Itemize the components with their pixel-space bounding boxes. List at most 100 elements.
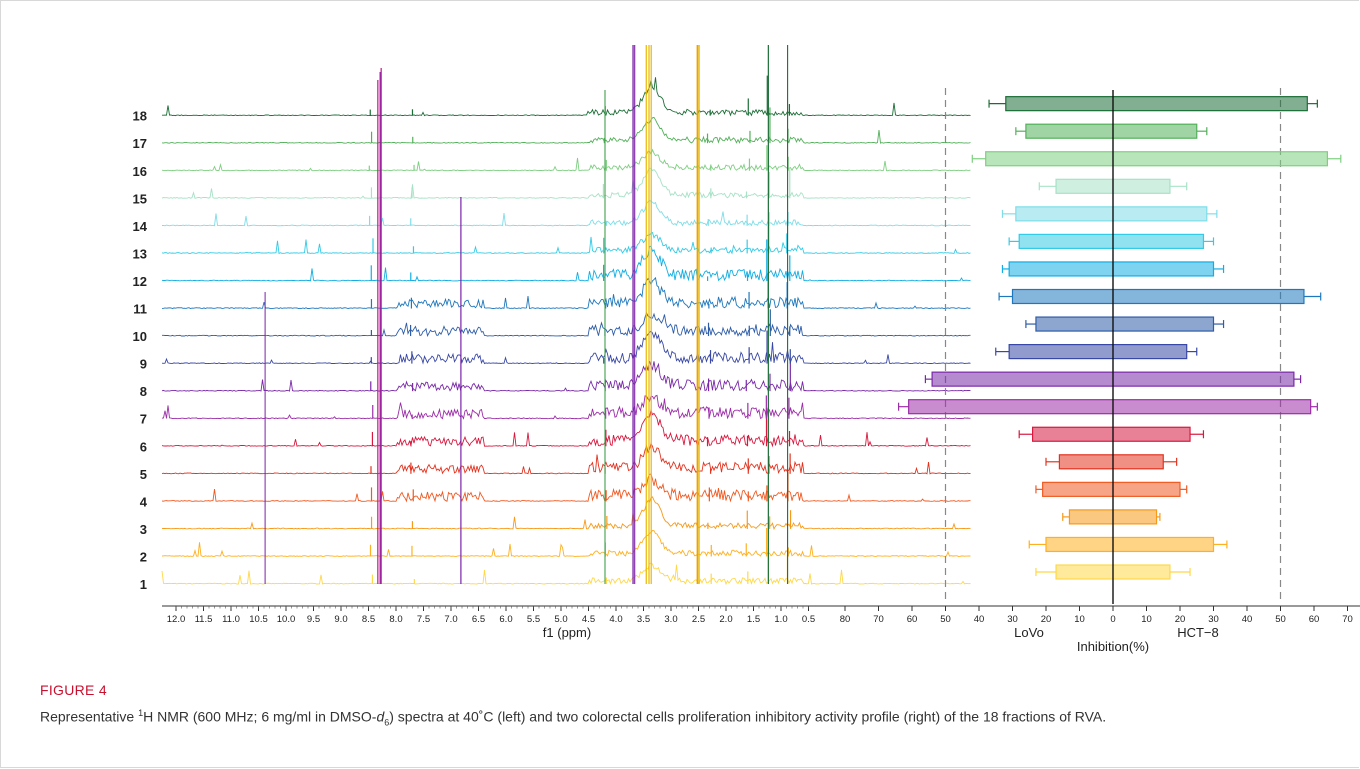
ppm-tick-label: 4.0 — [609, 614, 622, 625]
caption-sup: 1 — [138, 708, 144, 718]
row-label: 1 — [140, 577, 147, 592]
inhibition-tick-label: 50 — [940, 614, 951, 625]
ppm-tick-label: 9.5 — [307, 614, 320, 625]
inhibition-tick-label: 40 — [974, 614, 985, 625]
row-label: 14 — [133, 219, 148, 234]
ppm-tick-label: 5.5 — [527, 614, 540, 625]
inhibition-bar — [1018, 233, 1205, 249]
inhibition-bar — [1042, 481, 1181, 497]
inhibition-bar — [1005, 96, 1308, 112]
ppm-tick-label: 5.0 — [554, 614, 567, 625]
nmr-trace — [162, 77, 971, 117]
ppm-tick-label: 9.0 — [334, 614, 347, 625]
nmr-trace — [161, 496, 971, 530]
lovo-label: LoVo — [1014, 625, 1044, 640]
ppm-tick-label: 8.0 — [389, 614, 402, 625]
inhibition-tick-label: 70 — [1342, 614, 1353, 625]
row-label: 2 — [140, 549, 147, 564]
row-label: 17 — [133, 136, 147, 151]
inhibition-bar — [985, 151, 1329, 167]
nmr-trace — [161, 330, 971, 365]
ppm-tick-label: 0.5 — [802, 614, 815, 625]
nmr-trace — [161, 360, 971, 393]
ppm-tick-label: 6.0 — [499, 614, 512, 625]
nmr-trace — [161, 276, 971, 310]
inhibition-panel: 807060504030201001020304050607080 LoVo H… — [840, 88, 1360, 654]
row-label: 10 — [133, 329, 147, 344]
inhibition-bar — [1008, 344, 1188, 360]
inhibition-tick-label: 40 — [1242, 614, 1253, 625]
row-label: 5 — [140, 467, 147, 482]
inhibition-tick-label: 20 — [1041, 614, 1052, 625]
inhibition-bar — [1015, 206, 1208, 222]
inhibition-bar — [1058, 454, 1164, 470]
inhibition-tick-label: 80 — [840, 614, 851, 625]
nmr-trace — [162, 311, 971, 337]
hct8-label: HCT−8 — [1177, 625, 1219, 640]
inhibition-tick-label: 30 — [1208, 614, 1219, 625]
ppm-tick-label: 2.0 — [719, 614, 732, 625]
nmr-trace — [161, 394, 971, 420]
row-label: 12 — [133, 274, 147, 289]
inhibition-bar — [908, 399, 1312, 415]
inhibition-tick-label: 10 — [1074, 614, 1085, 625]
ppm-tick-label: 11.0 — [222, 614, 240, 625]
ppm-tick-label: 3.5 — [637, 614, 650, 625]
threshold-lines — [944, 88, 1282, 603]
nmr-trace — [161, 530, 971, 558]
row-label: 7 — [140, 412, 147, 427]
row-label: 18 — [133, 109, 147, 124]
inhibition-axis: 807060504030201001020304050607080 — [840, 605, 1360, 625]
row-label: 9 — [140, 357, 147, 372]
inhibition-bar — [1045, 536, 1215, 553]
nmr-trace — [161, 562, 971, 586]
caption-suffix: ) spectra at 40˚C (left) and two colorec… — [389, 708, 1107, 725]
inhibition-tick-label: 20 — [1175, 614, 1186, 625]
ppm-tick-label: 7.5 — [417, 614, 430, 625]
ppm-tick-label: 12.0 — [167, 614, 186, 625]
nmr-trace — [161, 408, 971, 448]
row-label: 16 — [133, 164, 147, 179]
inhibition-bar — [1035, 316, 1215, 332]
figure-caption: Representative 1H NMR (600 MHz; 6 mg/ml … — [40, 703, 1330, 733]
caption-sub: 6 — [384, 717, 390, 728]
ppm-tick-label: 7.0 — [444, 614, 457, 625]
nmr-trace — [161, 199, 971, 227]
inhibition-bar — [1008, 261, 1215, 277]
ppm-axis-label: f1 (ppm) — [543, 625, 591, 640]
inhibition-tick-label: 0 — [1110, 614, 1115, 625]
caption-italic: d — [376, 708, 385, 725]
nmr-trace — [161, 442, 971, 475]
ppm-tick-label: 3.0 — [664, 614, 677, 625]
caption-prefix: Representative — [40, 708, 139, 725]
inhibition-tick-label: 10 — [1141, 614, 1152, 625]
ppm-axis: 12.0 11.5 11.0 10.5 10.0 9.5 9.0 8.5 8.0 7.5 7.0 6.… — [162, 605, 971, 625]
inhibition-tick-label: 30 — [1007, 614, 1018, 625]
ppm-tick-label: 1.0 — [774, 614, 787, 625]
inhibition-bars — [897, 90, 1342, 604]
inhibition-bar — [1011, 288, 1305, 305]
row-label: 15 — [133, 191, 147, 206]
inhibition-tick-label: 70 — [873, 614, 884, 625]
ppm-tick-label: 8.5 — [362, 614, 375, 625]
nmr-spectra-traces — [161, 45, 971, 586]
caption-mid: H NMR (600 MHz; 6 mg/ml in DMSO- — [143, 708, 377, 725]
ppm-tick-label: 10.5 — [249, 614, 268, 625]
inhibition-axis-label: Inhibition(%) — [1077, 639, 1149, 654]
nmr-trace — [161, 116, 971, 144]
row-label: 11 — [133, 302, 147, 317]
inhibition-tick-label: 60 — [1309, 614, 1320, 625]
inhibition-bar — [1031, 426, 1191, 442]
nmr-trace — [161, 473, 971, 503]
nmr-trace — [161, 231, 971, 255]
row-label: 6 — [140, 439, 147, 454]
ppm-tick-label: 10.0 — [277, 614, 296, 625]
row-label: 3 — [140, 522, 147, 537]
ppm-tick-label: 2.5 — [692, 614, 705, 625]
ppm-tick-label: 1.5 — [747, 614, 760, 625]
nmr-trace — [161, 148, 971, 172]
nmr-trace — [161, 245, 971, 282]
